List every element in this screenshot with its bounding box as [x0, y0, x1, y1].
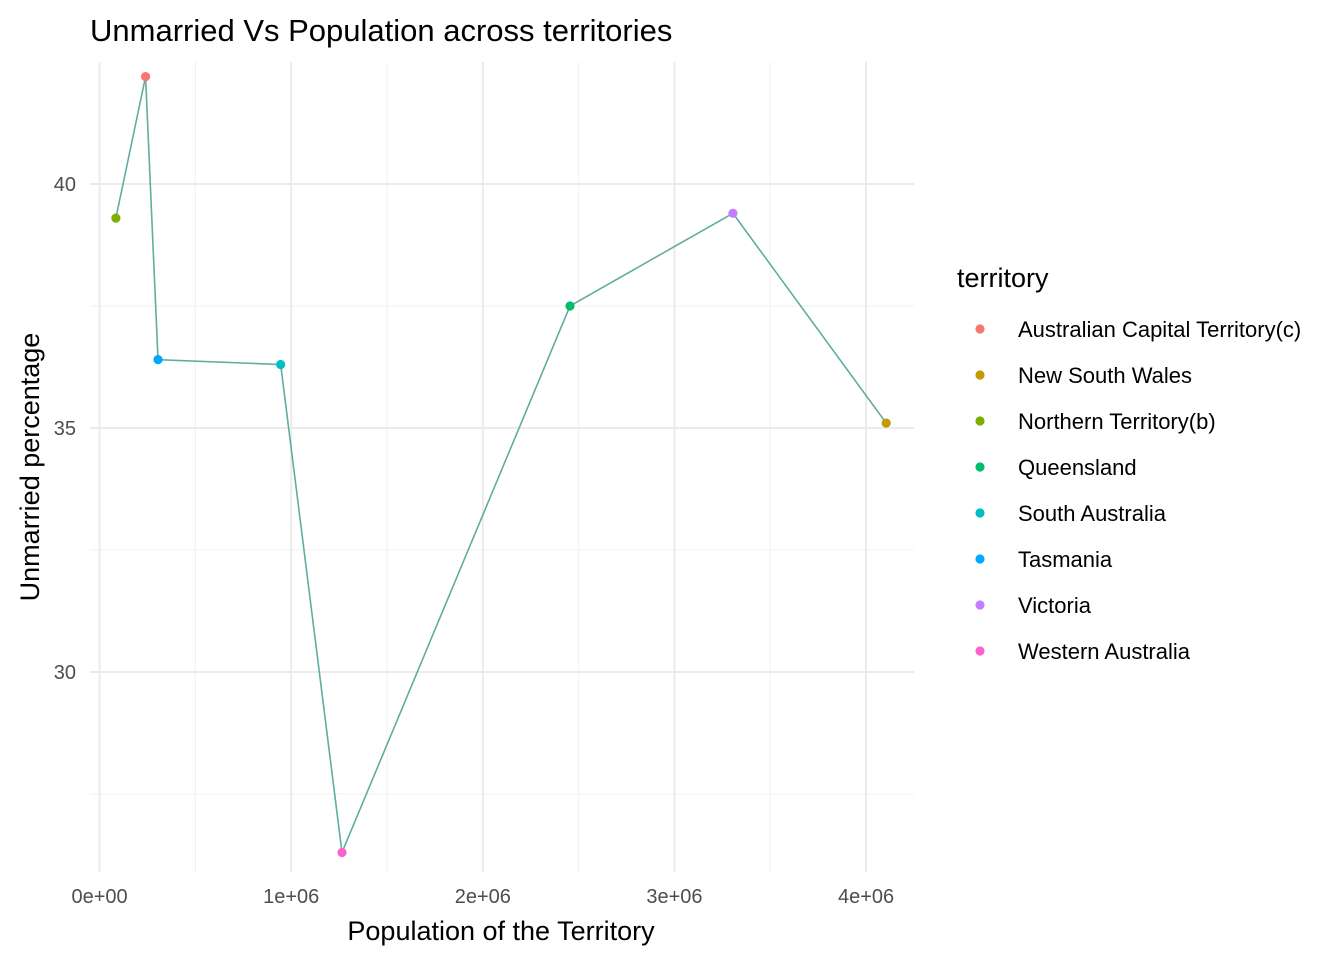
grid-minor — [90, 62, 914, 872]
legend-label: Victoria — [1018, 593, 1092, 618]
x-tick-label: 4e+06 — [838, 886, 894, 908]
legend-label: New South Wales — [1018, 363, 1192, 388]
legend-key — [975, 600, 985, 610]
x-tick-label: 0e+00 — [71, 886, 127, 908]
legend-key — [975, 462, 985, 472]
legend-key — [975, 324, 985, 334]
data-point — [337, 847, 347, 858]
legend-label: South Australia — [1018, 501, 1167, 526]
legend-label: Queensland — [1018, 455, 1137, 480]
legend-label: Tasmania — [1018, 547, 1113, 572]
y-tick-label: 30 — [54, 662, 76, 684]
y-axis-ticks: 30 35 40 — [54, 174, 76, 684]
legend-key — [975, 370, 985, 380]
data-points — [111, 72, 891, 858]
x-axis-title: Population of the Territory — [347, 916, 655, 946]
legend-label: Western Australia — [1018, 639, 1191, 664]
data-point — [276, 359, 286, 370]
legend-key — [975, 646, 985, 656]
data-point — [565, 301, 575, 311]
x-tick-label: 1e+06 — [263, 886, 319, 908]
legend-items: Australian Capital Territory(c) New South… — [975, 317, 1301, 664]
data-point — [140, 72, 151, 82]
series-line — [115, 75, 887, 854]
legend-key — [975, 508, 985, 518]
y-tick-label: 35 — [54, 418, 76, 440]
data-point — [111, 213, 121, 223]
x-tick-label: 3e+06 — [646, 886, 702, 908]
series-line-group — [115, 75, 887, 854]
grid-major — [90, 62, 914, 872]
x-tick-label: 2e+06 — [455, 886, 511, 908]
data-point — [881, 418, 891, 428]
y-tick-label: 40 — [54, 174, 76, 196]
legend: territory Australian Capital Territory(c… — [957, 263, 1301, 664]
legend-key — [975, 554, 985, 564]
x-axis-ticks: 0e+00 1e+06 2e+06 3e+06 4e+06 — [71, 886, 894, 908]
y-axis-title: Unmarried percentage — [15, 333, 45, 602]
legend-key — [975, 416, 985, 426]
legend-label: Northern Territory(b) — [1018, 409, 1216, 434]
legend-label: Australian Capital Territory(c) — [1018, 317, 1301, 342]
chart-title: Unmarried Vs Population across territori… — [90, 13, 672, 48]
data-point — [153, 355, 163, 365]
data-point — [728, 208, 738, 218]
legend-title: territory — [957, 263, 1049, 293]
